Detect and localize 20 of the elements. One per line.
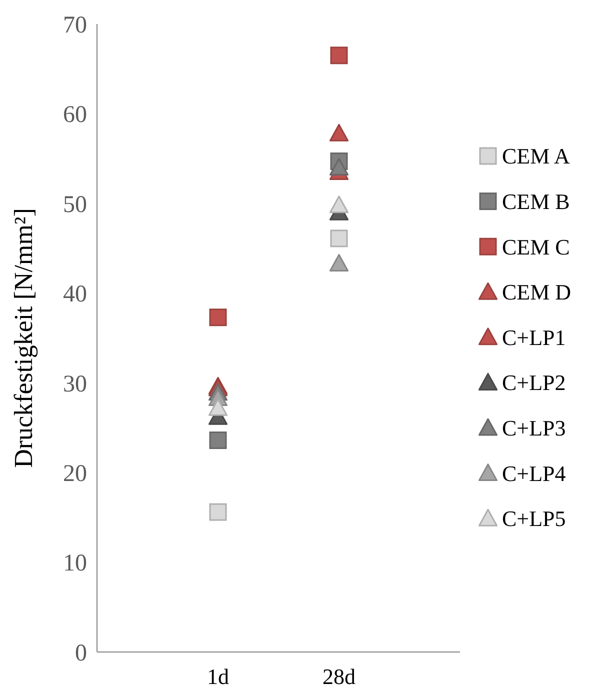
- y-tick-label: 20: [63, 460, 87, 487]
- legend-label: CEM D: [502, 280, 572, 305]
- y-tick-label: 60: [63, 102, 87, 128]
- y-tick-label: 10: [63, 550, 87, 577]
- legend-label: CEM B: [502, 189, 570, 214]
- legend-label: CEM C: [502, 234, 570, 260]
- x-tick-label: 1d: [207, 664, 229, 689]
- y-tick-label: 70: [63, 12, 87, 38]
- legend-label: C+LP5: [502, 506, 566, 532]
- legend-label: CEM A: [502, 144, 570, 169]
- y-tick-label: 50: [63, 192, 87, 218]
- legend-label: C+LP4: [502, 460, 566, 486]
- legend-label: C+LP3: [502, 416, 566, 440]
- y-tick-label: 40: [63, 282, 87, 308]
- legend-label: C+LP2: [502, 370, 566, 396]
- y-axis-title: Druckfestigkeit [N/mm²]: [9, 208, 38, 468]
- legend-label: C+LP1: [502, 324, 566, 350]
- x-tick-label: 28d: [322, 664, 356, 689]
- y-tick-label: 30: [63, 371, 87, 398]
- y-tick-label: 0: [75, 640, 87, 666]
